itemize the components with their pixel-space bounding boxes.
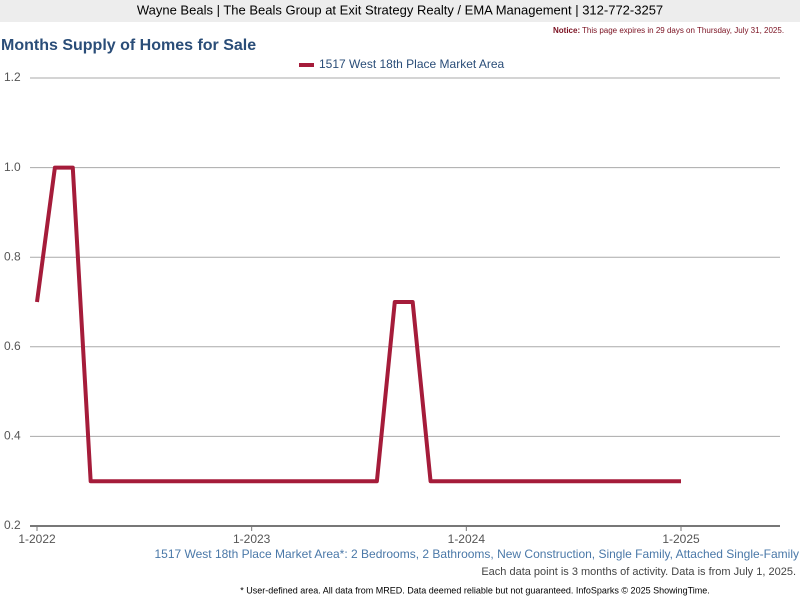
caption: 1517 West 18th Place Market Area*: 2 Bed… bbox=[154, 547, 799, 561]
y-tick-label: 0.8 bbox=[4, 249, 21, 263]
header-bar bbox=[0, 0, 800, 22]
y-tick-label: 1.2 bbox=[4, 70, 21, 84]
y-tick-label: 1.0 bbox=[4, 160, 21, 174]
y-tick-label: 0.6 bbox=[4, 339, 21, 353]
x-tick-label: 1-2022 bbox=[18, 532, 56, 546]
x-tick-label: 1-2024 bbox=[448, 532, 486, 546]
y-tick-label: 0.4 bbox=[4, 429, 21, 443]
chart-title: Months Supply of Homes for Sale bbox=[1, 37, 256, 54]
x-tick-label: 1-2023 bbox=[233, 532, 271, 546]
x-tick-label: 1-2025 bbox=[662, 532, 700, 546]
legend-label: 1517 West 18th Place Market Area bbox=[319, 57, 505, 71]
agent-line: Wayne Beals | The Beals Group at Exit St… bbox=[137, 2, 663, 17]
notice-label: Notice: bbox=[553, 26, 580, 35]
y-tick-label: 0.2 bbox=[4, 518, 21, 532]
data-line bbox=[35, 165, 681, 484]
footer: * User-defined area. All data from MRED.… bbox=[240, 585, 710, 595]
note: Each data point is 3 months of activity.… bbox=[481, 566, 796, 578]
notice-text: This page expires in 29 days on Thursday… bbox=[582, 26, 784, 35]
